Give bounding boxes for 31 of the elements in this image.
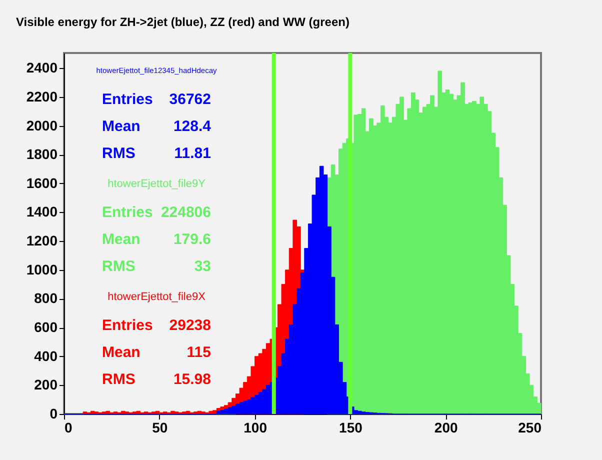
x-tick-label: 200 bbox=[434, 420, 458, 436]
chart-title: Visible energy for ZH->2jet (blue), ZZ (red) and WW (green) bbox=[16, 15, 350, 29]
text: htowerEjettot_file9X bbox=[108, 291, 206, 303]
x-tick-label: 100 bbox=[244, 420, 268, 436]
y-tick-label: 400 bbox=[34, 348, 58, 364]
text: Mean 179.6 bbox=[102, 231, 211, 248]
x-tick-label: 0 bbox=[64, 420, 72, 436]
text: Mean 115 bbox=[102, 344, 211, 361]
y-tick-label: 600 bbox=[34, 319, 58, 336]
y-tick-label: 1600 bbox=[26, 174, 58, 191]
y-tick-label: 0 bbox=[50, 406, 58, 422]
y-tick-label: 1200 bbox=[26, 232, 58, 249]
annotation: Entries 29238 bbox=[102, 317, 211, 334]
x-tick-label: 150 bbox=[339, 420, 363, 436]
y-tick-label: 200 bbox=[34, 376, 58, 393]
text: RMS 11.81 bbox=[102, 145, 211, 162]
y-tick-label: 1800 bbox=[26, 146, 58, 162]
text: Mean 128.4 bbox=[102, 118, 211, 135]
text: htowerEjettot_file9Y bbox=[108, 178, 206, 190]
y-tick-label: 2000 bbox=[26, 117, 58, 134]
y-tick-label: 1000 bbox=[26, 261, 58, 278]
x-tick-label: 250 bbox=[518, 420, 542, 436]
y-tick-label: 2200 bbox=[26, 88, 58, 104]
y-tick-label: 2400 bbox=[26, 60, 58, 76]
annotation: Entries 224806 bbox=[102, 204, 211, 221]
x-tick-label: 50 bbox=[152, 420, 168, 436]
annotation: Entries 36762 bbox=[102, 91, 211, 108]
y-tick-label: 1400 bbox=[26, 204, 58, 220]
text: RMS 15.98 bbox=[102, 371, 211, 388]
text: RMS 33 bbox=[102, 258, 211, 275]
y-tick-label: 800 bbox=[34, 290, 58, 306]
